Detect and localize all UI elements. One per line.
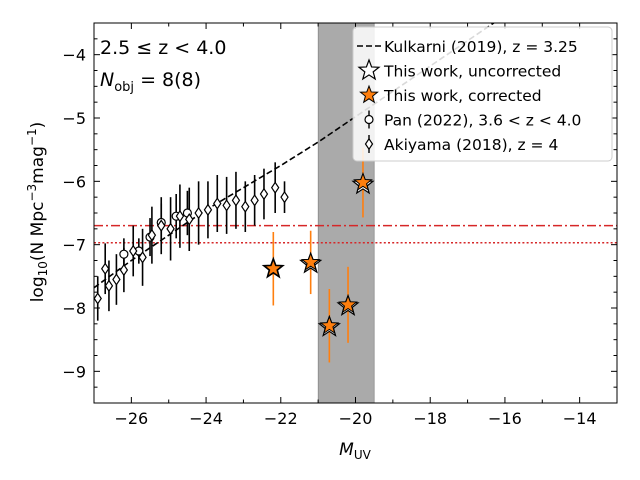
- point-corrected-1: [300, 251, 321, 271]
- x-tick-label: −14: [563, 409, 597, 428]
- legend-label-0: Kulkarni (2019), z = 3.25: [384, 38, 578, 56]
- point-akiyama-19: [259, 187, 269, 201]
- point-corrected-3: [338, 294, 358, 314]
- point-akiyama-21: [280, 190, 289, 204]
- legend-entry-1: This work, uncorrected: [357, 58, 561, 81]
- x-tick-label: −22: [264, 409, 298, 428]
- annotation-redshift: 2.5 ≤ z < 4.0: [100, 37, 226, 59]
- point-akiyama-13: [203, 203, 213, 217]
- y-tick-label: −6: [62, 172, 86, 191]
- point-akiyama-3: [112, 273, 121, 286]
- legend-swatch-marker: [364, 137, 374, 151]
- y-tick-label: −8: [62, 299, 86, 318]
- x-tick-label: −16: [488, 409, 522, 428]
- point-pan-0: [119, 249, 129, 259]
- point-corrected-0: [263, 258, 284, 278]
- legend-entry-0: Kulkarni (2019), z = 3.25: [357, 38, 578, 56]
- annotation-nobj: Nobj = 8(8): [100, 69, 201, 95]
- point-akiyama-2: [104, 279, 114, 293]
- legend-label-1: This work, uncorrected: [383, 63, 561, 81]
- point-akiyama-10: [175, 209, 185, 223]
- point-akiyama-1: [100, 262, 110, 276]
- legend-entry-3: Pan (2022), 3.6 < z < 4.0: [364, 110, 581, 130]
- x-tick-label: −24: [189, 409, 223, 428]
- svg-text:log10(N Mpc−3mag−1): log10(N Mpc−3mag−1): [25, 122, 50, 303]
- legend-swatch-marker: [359, 84, 379, 104]
- legend-box: [352, 26, 613, 162]
- legend-label-3: Pan (2022), 3.6 < z < 4.0: [384, 112, 581, 130]
- legend-swatch-marker: [364, 114, 374, 125]
- point-akiyama-16: [231, 194, 241, 207]
- y-tick-label: −5: [62, 109, 86, 128]
- y-tick-label: −9: [62, 362, 86, 381]
- point-akiyama-6: [138, 251, 147, 264]
- x-tick-label: −26: [114, 409, 148, 428]
- point-akiyama-4: [119, 263, 129, 277]
- legend-entry-2: This work, corrected: [359, 84, 542, 105]
- point-akiyama-15: [222, 199, 231, 212]
- legend-label-2: This work, corrected: [383, 87, 542, 105]
- point-akiyama-11: [185, 213, 194, 226]
- point-akiyama-7: [147, 228, 157, 242]
- legend-entry-4: Akiyama (2018), z = 4: [364, 135, 558, 154]
- y-tick-label: −4: [62, 46, 86, 65]
- point-akiyama-0: [94, 292, 102, 305]
- point-corrected-4: [353, 172, 373, 192]
- point-corrected-2: [319, 315, 340, 335]
- legend: Kulkarni (2019), z = 3.25 This work, unco…: [352, 26, 613, 162]
- point-akiyama-17: [241, 200, 250, 213]
- x-axis-label: MUV: [339, 440, 371, 462]
- y-axis-label: log10(N Mpc−3mag−1): [25, 122, 50, 303]
- y-tick-label: −7: [62, 236, 86, 255]
- point-akiyama-12: [194, 206, 203, 220]
- x-tick-label: −18: [413, 409, 447, 428]
- legend-label-4: Akiyama (2018), z = 4: [384, 136, 558, 154]
- point-akiyama-20: [270, 181, 280, 194]
- x-tick-label: −20: [339, 409, 373, 428]
- point-akiyama-18: [250, 194, 259, 207]
- point-akiyama-9: [166, 222, 175, 236]
- legend-swatch-marker: [357, 58, 381, 81]
- point-akiyama-8: [157, 219, 166, 232]
- point-akiyama-14: [213, 197, 222, 210]
- svg-text:MUV: MUV: [339, 440, 371, 462]
- point-akiyama-5: [129, 244, 138, 258]
